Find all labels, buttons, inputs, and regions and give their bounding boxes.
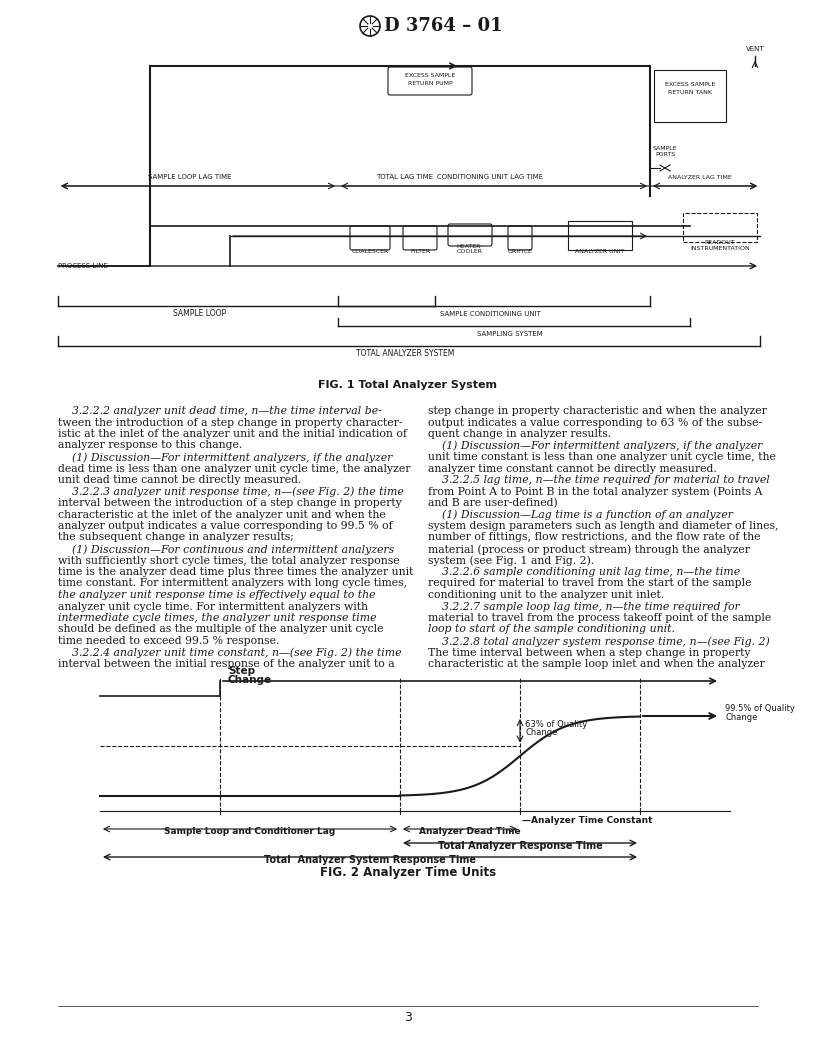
Text: unit dead time cannot be directly measured.: unit dead time cannot be directly measur… bbox=[58, 475, 301, 485]
Text: 3.2.2.7 sample loop lag time, n—the time required for: 3.2.2.7 sample loop lag time, n—the time… bbox=[428, 602, 740, 611]
Text: intermediate cycle times, the analyzer unit response time: intermediate cycle times, the analyzer u… bbox=[58, 612, 376, 623]
Text: RETURN TANK: RETURN TANK bbox=[668, 90, 712, 95]
FancyBboxPatch shape bbox=[388, 67, 472, 95]
Text: istic at the inlet of the analyzer unit and the initial indication of: istic at the inlet of the analyzer unit … bbox=[58, 429, 407, 439]
Text: 3.2.2.8 total analyzer system response time, n—(see Fig. 2): 3.2.2.8 total analyzer system response t… bbox=[428, 636, 769, 646]
Text: 3.2.2.3 analyzer unit response time, n—(see Fig. 2) the time: 3.2.2.3 analyzer unit response time, n—(… bbox=[58, 487, 404, 497]
Text: Total Analyzer Response Time: Total Analyzer Response Time bbox=[437, 841, 602, 851]
Text: interval between the initial response of the analyzer unit to a: interval between the initial response of… bbox=[58, 659, 395, 670]
FancyBboxPatch shape bbox=[448, 224, 492, 246]
Text: tween the introduction of a step change in property character-: tween the introduction of a step change … bbox=[58, 417, 402, 428]
Text: step change in property characteristic and when the analyzer: step change in property characteristic a… bbox=[428, 406, 767, 416]
Text: analyzer response to this change.: analyzer response to this change. bbox=[58, 440, 242, 451]
Text: SAMPLE LOOP: SAMPLE LOOP bbox=[174, 309, 227, 318]
Text: quent change in analyzer results.: quent change in analyzer results. bbox=[428, 429, 611, 439]
Text: from Point A to Point B in the total analyzer system (Points A: from Point A to Point B in the total ana… bbox=[428, 487, 762, 497]
Text: Sample Loop and Conditioner Lag: Sample Loop and Conditioner Lag bbox=[164, 827, 335, 836]
Text: READOUT: READOUT bbox=[705, 240, 735, 245]
Text: Analyzer Dead Time: Analyzer Dead Time bbox=[419, 827, 521, 836]
Text: 63% of Quality: 63% of Quality bbox=[525, 720, 588, 729]
FancyBboxPatch shape bbox=[403, 226, 437, 250]
Text: analyzer time constant cannot be directly measured.: analyzer time constant cannot be directl… bbox=[428, 464, 716, 473]
Text: TOTAL ANALYZER SYSTEM: TOTAL ANALYZER SYSTEM bbox=[356, 348, 455, 358]
Text: INSTRUMENTATION: INSTRUMENTATION bbox=[690, 246, 750, 251]
Text: with sufficiently short cycle times, the total analyzer response: with sufficiently short cycle times, the… bbox=[58, 555, 400, 566]
Text: SAMPLE LOOP LAG TIME: SAMPLE LOOP LAG TIME bbox=[149, 174, 232, 180]
Text: FIG. 1 Total Analyzer System: FIG. 1 Total Analyzer System bbox=[318, 380, 498, 390]
FancyBboxPatch shape bbox=[654, 70, 726, 122]
Text: D 3764 – 01: D 3764 – 01 bbox=[384, 17, 503, 35]
Text: and B are user-defined): and B are user-defined) bbox=[428, 498, 558, 508]
Text: EXCESS SAMPLE: EXCESS SAMPLE bbox=[665, 82, 715, 87]
Text: analyzer unit cycle time. For intermittent analyzers with: analyzer unit cycle time. For intermitte… bbox=[58, 602, 368, 611]
Text: dead time is less than one analyzer unit cycle time, the analyzer: dead time is less than one analyzer unit… bbox=[58, 464, 410, 473]
Text: Change: Change bbox=[228, 675, 272, 685]
Text: RETURN PUMP: RETURN PUMP bbox=[408, 81, 452, 86]
Text: characteristic at the inlet of the analyzer unit and when the: characteristic at the inlet of the analy… bbox=[58, 509, 386, 520]
Text: TOTAL LAG TIME: TOTAL LAG TIME bbox=[376, 174, 433, 180]
Text: SAMPLING SYSTEM: SAMPLING SYSTEM bbox=[477, 331, 543, 337]
FancyBboxPatch shape bbox=[568, 221, 632, 250]
Text: SAMPLE
PORTS: SAMPLE PORTS bbox=[653, 146, 677, 157]
Text: 3.2.2.6 sample conditioning unit lag time, n—the time: 3.2.2.6 sample conditioning unit lag tim… bbox=[428, 567, 740, 577]
Text: 3.2.2.2 analyzer unit dead time, n—the time interval be-: 3.2.2.2 analyzer unit dead time, n—the t… bbox=[58, 406, 382, 416]
Text: (1) Discussion—For intermittent analyzers, if the analyzer: (1) Discussion—For intermittent analyzer… bbox=[58, 452, 392, 463]
Text: 3.2.2.4 analyzer unit time constant, n—(see Fig. 2) the time: 3.2.2.4 analyzer unit time constant, n—(… bbox=[58, 647, 401, 658]
FancyBboxPatch shape bbox=[508, 226, 532, 250]
Text: (1) Discussion—For continuous and intermittent analyzers: (1) Discussion—For continuous and interm… bbox=[58, 544, 394, 554]
Text: the analyzer unit response time is effectively equal to the: the analyzer unit response time is effec… bbox=[58, 590, 375, 600]
Text: 99.5% of Quality: 99.5% of Quality bbox=[725, 704, 795, 713]
Text: COALESCER: COALESCER bbox=[352, 249, 388, 254]
Text: Total  Analyzer System Response Time: Total Analyzer System Response Time bbox=[264, 855, 476, 865]
Text: EXCESS SAMPLE: EXCESS SAMPLE bbox=[405, 73, 455, 78]
Text: material to travel from the process takeoff point of the sample: material to travel from the process take… bbox=[428, 612, 771, 623]
Text: The time interval between when a step change in property: The time interval between when a step ch… bbox=[428, 647, 751, 658]
Text: number of fittings, flow restrictions, and the flow rate of the: number of fittings, flow restrictions, a… bbox=[428, 532, 761, 543]
Text: loop to start of the sample conditioning unit.: loop to start of the sample conditioning… bbox=[428, 624, 675, 635]
Text: output indicates a value corresponding to 63 % of the subse-: output indicates a value corresponding t… bbox=[428, 417, 762, 428]
Text: required for material to travel from the start of the sample: required for material to travel from the… bbox=[428, 579, 752, 588]
Text: material (process or product stream) through the analyzer: material (process or product stream) thr… bbox=[428, 544, 750, 554]
Text: analyzer output indicates a value corresponding to 99.5 % of: analyzer output indicates a value corres… bbox=[58, 521, 392, 531]
Text: COOLER: COOLER bbox=[457, 249, 483, 254]
Text: time constant. For intermittent analyzers with long cycle times,: time constant. For intermittent analyzer… bbox=[58, 579, 407, 588]
Text: Change: Change bbox=[725, 713, 757, 722]
Text: SAMPLE CONDITIONING UNIT: SAMPLE CONDITIONING UNIT bbox=[440, 312, 540, 317]
Text: time is the analyzer dead time plus three times the analyzer unit: time is the analyzer dead time plus thre… bbox=[58, 567, 414, 577]
Text: ORIFICE: ORIFICE bbox=[508, 249, 532, 254]
Text: PROCESS LINE: PROCESS LINE bbox=[58, 263, 108, 269]
Text: system design parameters such as length and diameter of lines,: system design parameters such as length … bbox=[428, 521, 778, 531]
Text: FILTER: FILTER bbox=[410, 249, 430, 254]
Text: the subsequent change in analyzer results;: the subsequent change in analyzer result… bbox=[58, 532, 294, 543]
Text: VENT: VENT bbox=[746, 46, 765, 52]
Text: (1) Discussion—Lag time is a function of an analyzer: (1) Discussion—Lag time is a function of… bbox=[428, 509, 733, 520]
Text: characteristic at the sample loop inlet and when the analyzer: characteristic at the sample loop inlet … bbox=[428, 659, 765, 670]
Text: —Analyzer Time Constant: —Analyzer Time Constant bbox=[522, 816, 653, 825]
FancyBboxPatch shape bbox=[683, 213, 757, 242]
Text: FIG. 2 Analyzer Time Units: FIG. 2 Analyzer Time Units bbox=[320, 866, 496, 879]
Text: system (see Fig. 1 and Fig. 2).: system (see Fig. 1 and Fig. 2). bbox=[428, 555, 594, 566]
Text: Change: Change bbox=[525, 728, 557, 737]
Text: ANALYZER LAG TIME: ANALYZER LAG TIME bbox=[668, 175, 732, 180]
Text: time needed to exceed 99.5 % response.: time needed to exceed 99.5 % response. bbox=[58, 636, 279, 646]
Text: 3: 3 bbox=[404, 1011, 412, 1024]
FancyBboxPatch shape bbox=[350, 226, 390, 250]
Text: conditioning unit to the analyzer unit inlet.: conditioning unit to the analyzer unit i… bbox=[428, 590, 664, 600]
Text: 3.2.2.5 lag time, n—the time required for material to travel: 3.2.2.5 lag time, n—the time required fo… bbox=[428, 475, 769, 485]
Text: unit time constant is less than one analyzer unit cycle time, the: unit time constant is less than one anal… bbox=[428, 452, 776, 463]
Text: should be defined as the multiple of the analyzer unit cycle: should be defined as the multiple of the… bbox=[58, 624, 384, 635]
Text: Step: Step bbox=[228, 666, 255, 676]
Text: ANALYZER UNIT: ANALYZER UNIT bbox=[575, 249, 624, 254]
Text: HEATER-: HEATER- bbox=[457, 244, 483, 249]
Text: interval between the introduction of a step change in property: interval between the introduction of a s… bbox=[58, 498, 401, 508]
Text: CONDITIONING UNIT LAG TIME: CONDITIONING UNIT LAG TIME bbox=[437, 174, 543, 180]
Text: (1) Discussion—For intermittent analyzers, if the analyzer: (1) Discussion—For intermittent analyzer… bbox=[428, 440, 762, 451]
